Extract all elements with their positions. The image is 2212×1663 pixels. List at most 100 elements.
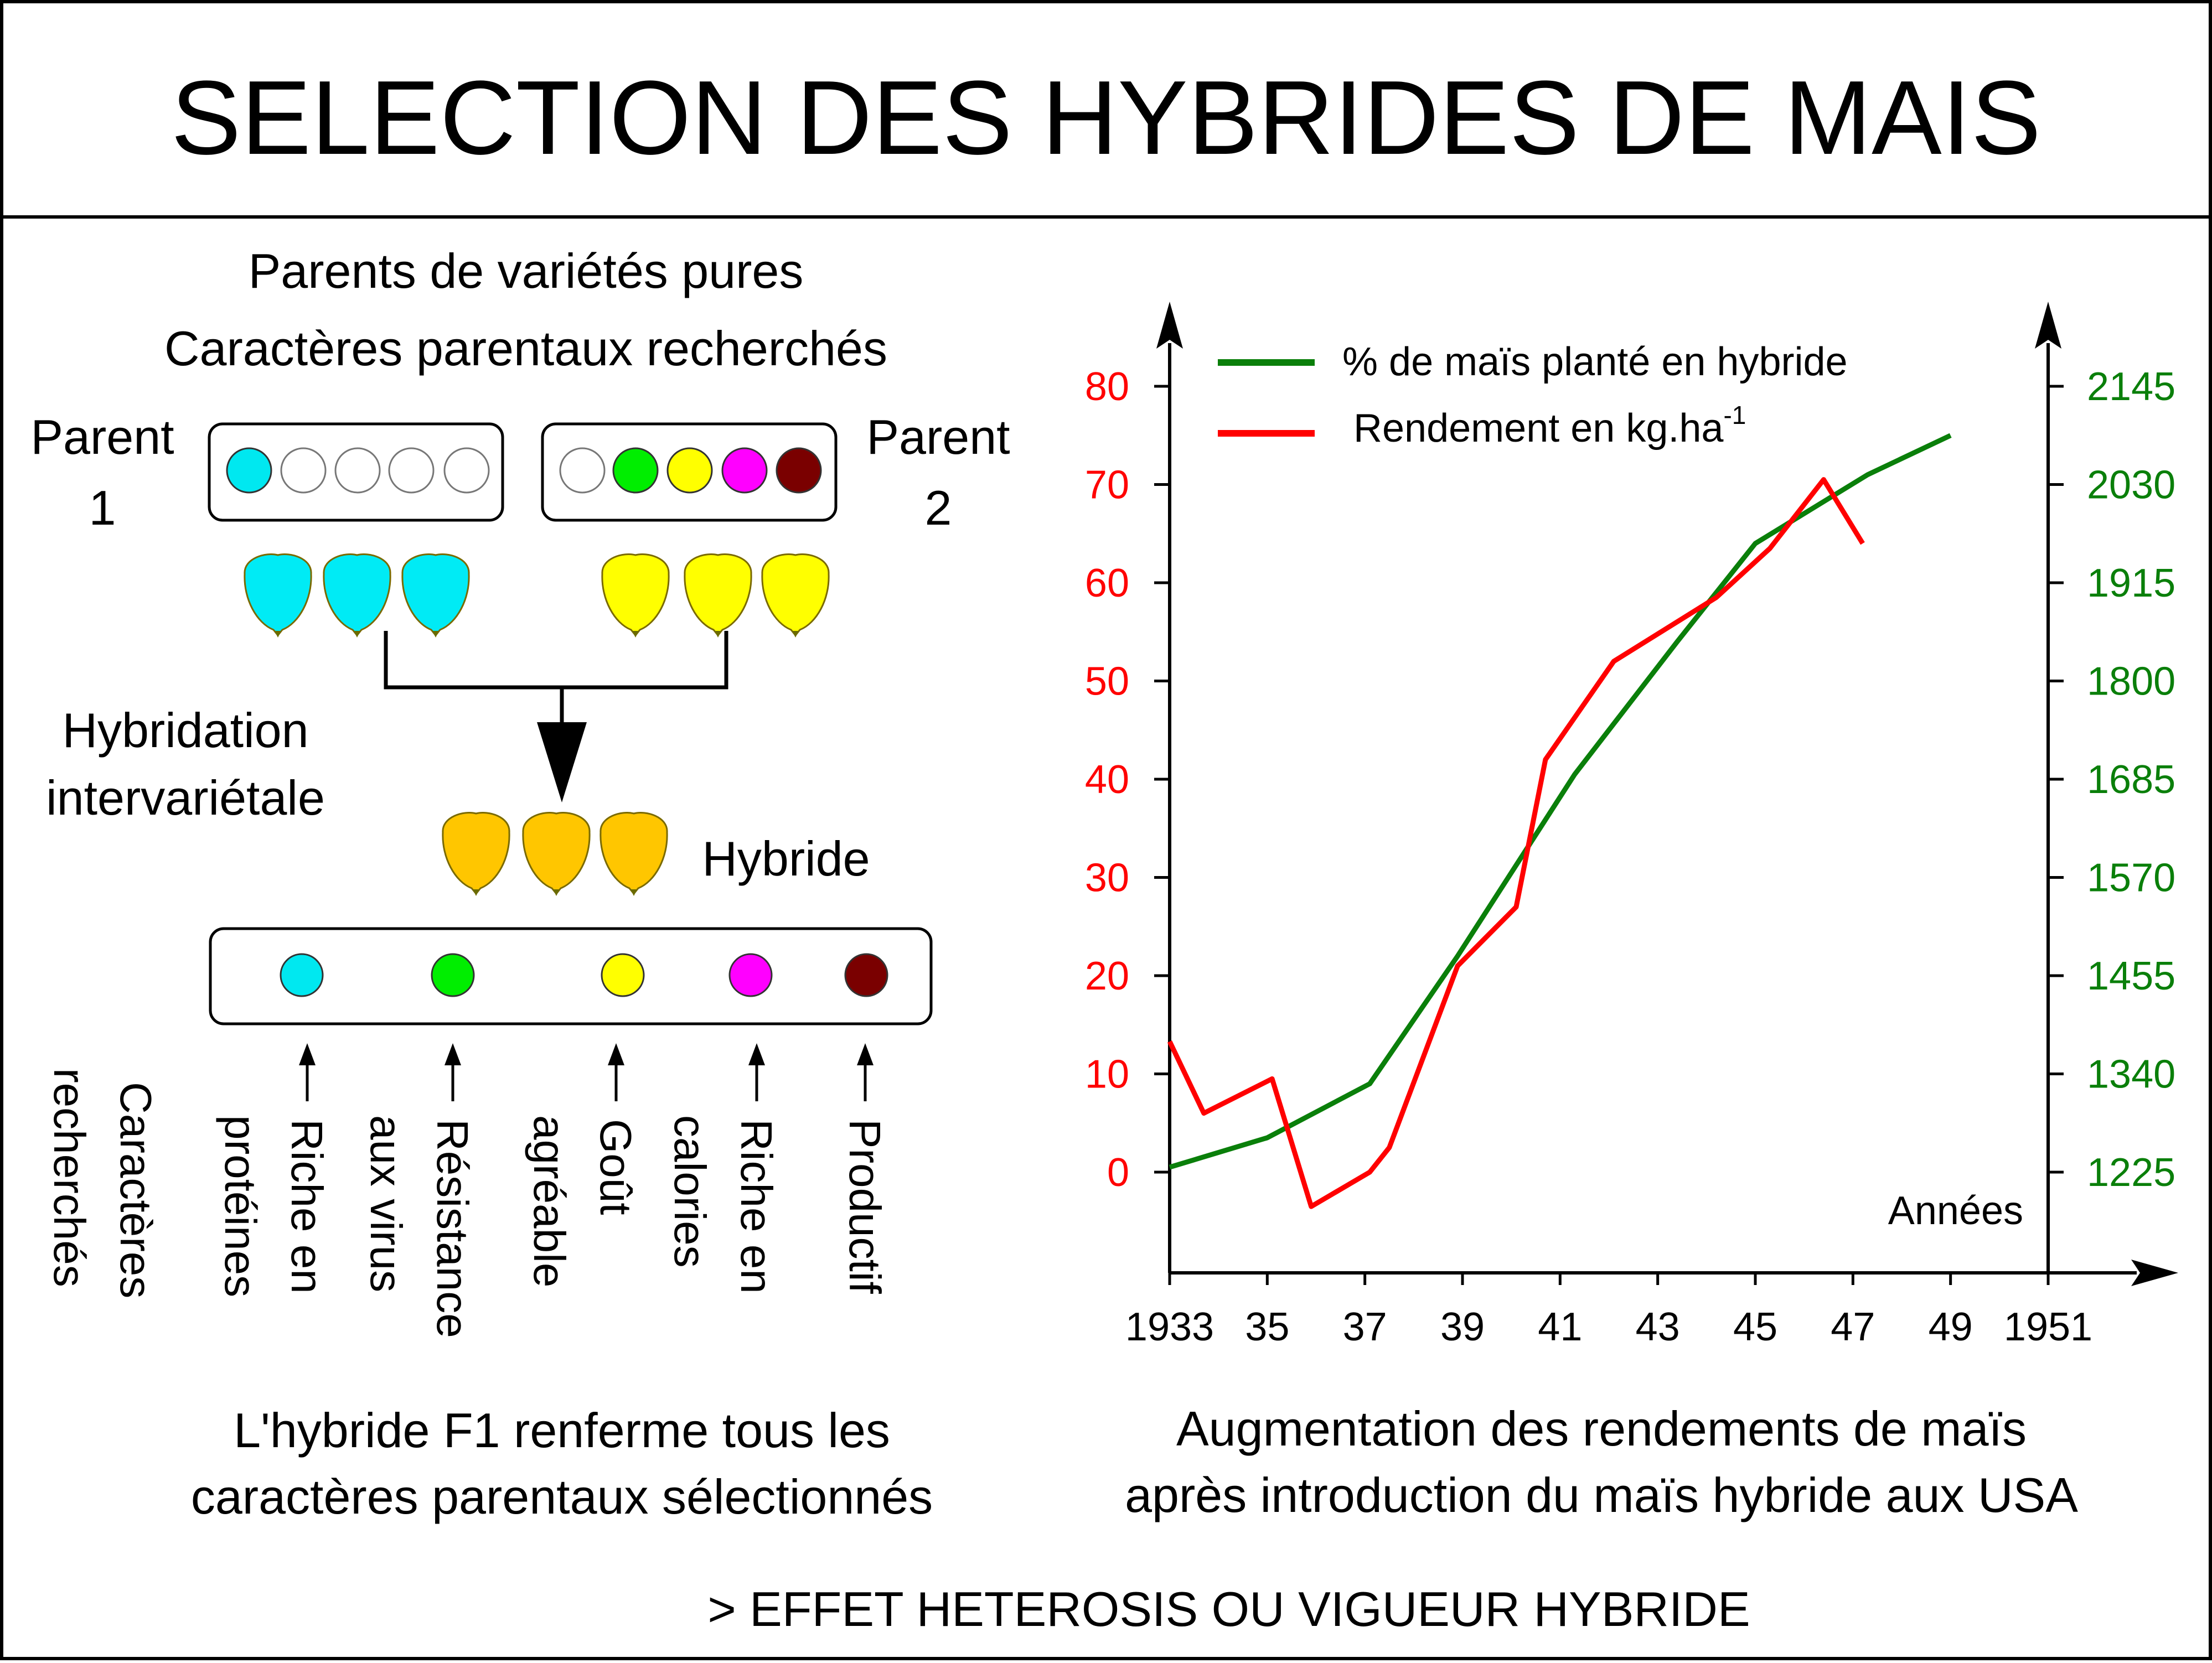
hybridation-line1: Hybridation (62, 703, 308, 758)
trait-dot-green (612, 447, 659, 494)
trait-dot-empty (388, 447, 435, 494)
x-axis-label: Années (1888, 1189, 2023, 1233)
x-tick-label: 45 (1733, 1305, 1777, 1349)
right-tick-label: 2145 (2087, 365, 2175, 409)
diagram-header-line2: Caractères parentaux recherchés (164, 321, 887, 376)
cross-arrowhead (537, 722, 587, 802)
trait-dot-yellow (601, 953, 645, 997)
x-tick-label: 37 (1343, 1305, 1387, 1349)
hybridation-line2: intervariétale (46, 770, 325, 825)
x-tick-label: 1951 (2004, 1305, 2092, 1349)
left-tick-label: 50 (1085, 660, 1129, 704)
corn-kernel (401, 553, 470, 638)
trait-arrowhead (608, 1043, 624, 1065)
corn-kernel (442, 812, 510, 896)
trait-dot-maroon (844, 953, 888, 997)
trait-dot-empty (334, 447, 381, 494)
legend-label-green: % de maïs planté en hybride (1342, 340, 1848, 384)
trait-arrowhead (299, 1043, 316, 1065)
corn-kernel (599, 812, 668, 896)
trait-dot-empty (443, 447, 490, 494)
trait-arrowhead (445, 1043, 461, 1065)
trait-arrowhead (857, 1043, 874, 1065)
x-tick-label: 43 (1636, 1305, 1680, 1349)
parent2-trait-dots (559, 447, 822, 494)
trait-dot-yellow (666, 447, 713, 494)
footer-text: > EFFET HETEROSIS OU VIGUEUR HYBRIDE (707, 1582, 1750, 1636)
trait-label-line2: calories (665, 1115, 715, 1268)
trait-label-line1: Riche en (732, 1119, 781, 1294)
parent2-kernels (601, 553, 830, 638)
left-tick-label: 80 (1085, 365, 1129, 409)
caracteres-line2: recherchés (45, 1068, 94, 1287)
chart-caption-line1: Augmentation des rendements de maïs (1176, 1401, 2027, 1456)
trait-dot-magenta (721, 447, 768, 494)
parent1-kernels (244, 553, 470, 638)
corn-kernel (761, 553, 830, 638)
hybrid-diagram: Parents de variétés pures Caractères par… (30, 244, 1010, 1524)
trait-label: Goût agréable (525, 1043, 640, 1287)
right-tick-label: 1915 (2087, 561, 2175, 605)
left-tick-label: 60 (1085, 561, 1129, 605)
left-axis-ticks: 0 10 20 30 40 50 60 70 80 (1085, 365, 1170, 1195)
chart-legend: % de maïs planté en hybride Rendement en… (1218, 340, 1848, 450)
left-tick-label: 30 (1085, 856, 1129, 900)
hybrid-trait-box (209, 927, 933, 1025)
trait-label-line1: Riche en (282, 1119, 332, 1294)
legend-label-red-main: Rendement en kg.ha (1353, 406, 1724, 450)
trait-label-line1: Goût (591, 1119, 640, 1215)
right-tick-label: 1225 (2087, 1151, 2175, 1195)
x-tick-label: 41 (1538, 1305, 1582, 1349)
caracteres-line1: Caractères (111, 1082, 161, 1298)
left-tick-label: 0 (1107, 1151, 1129, 1195)
left-tick-label: 40 (1085, 758, 1129, 802)
right-y-axis-arrowhead (2035, 302, 2061, 349)
trait-labels: Riche en protéines Résistance aux virus Goût… (216, 1043, 890, 1338)
left-tick-label: 10 (1085, 1053, 1129, 1097)
chart-caption-line2: après introduction du maïs hybride aux U… (1125, 1468, 2078, 1522)
right-tick-label: 1340 (2087, 1053, 2175, 1097)
corn-kernel (684, 553, 752, 638)
series-line-hybrid-percent (1169, 433, 1952, 1170)
right-tick-label: 1570 (2087, 856, 2175, 900)
parent2-num: 2 (925, 480, 952, 535)
left-y-axis-arrowhead (1156, 302, 1183, 349)
left-tick-label: 70 (1085, 463, 1129, 507)
legend-label-red-sup: -1 (1723, 401, 1746, 429)
corn-kernel (244, 553, 312, 638)
series-line-yield (1167, 477, 1865, 1209)
page-title: SELECTION DES HYBRIDES DE MAIS (171, 59, 2042, 177)
x-tick-label: 1933 (1125, 1305, 1214, 1349)
corn-kernel (323, 553, 391, 638)
right-tick-label: 1455 (2087, 954, 2175, 998)
hybrid-kernels (442, 812, 668, 896)
trait-dot-cyan (226, 447, 272, 494)
right-tick-label: 2030 (2087, 463, 2175, 507)
trait-arrowhead (748, 1043, 765, 1065)
trait-label: Productif (840, 1043, 890, 1294)
x-axis-arrowhead (2131, 1260, 2178, 1286)
parent1-num: 1 (89, 480, 116, 535)
x-tick-label: 47 (1831, 1305, 1875, 1349)
trait-label-line2: protéines (216, 1115, 265, 1297)
trait-dot-empty (280, 447, 327, 494)
diagram-header-line1: Parents de variétés pures (249, 244, 804, 298)
trait-dot-cyan (280, 953, 324, 997)
series-lines (1167, 433, 1952, 1209)
x-axis-ticks: 1933 35 37 39 41 43 45 47 49 1951 (1125, 1273, 2092, 1349)
trait-dot-magenta (728, 953, 773, 997)
trait-label: Résistance aux virus (361, 1043, 477, 1338)
right-tick-label: 1685 (2087, 758, 2175, 802)
trait-dot-green (431, 953, 475, 997)
hybrid-trait-dots (280, 953, 888, 997)
right-axis-ticks: 1225 1340 1455 1570 1685 1800 1915 2030 2145 (2048, 365, 2175, 1195)
trait-label-line2: aux virus (361, 1115, 411, 1292)
x-tick-label: 39 (1440, 1305, 1485, 1349)
corn-kernel (601, 553, 670, 638)
trait-label-line2: agréable (525, 1115, 574, 1287)
trait-label-line1: Résistance (428, 1119, 477, 1338)
trait-dot-empty (559, 447, 606, 494)
trait-dot-maroon (776, 447, 822, 494)
